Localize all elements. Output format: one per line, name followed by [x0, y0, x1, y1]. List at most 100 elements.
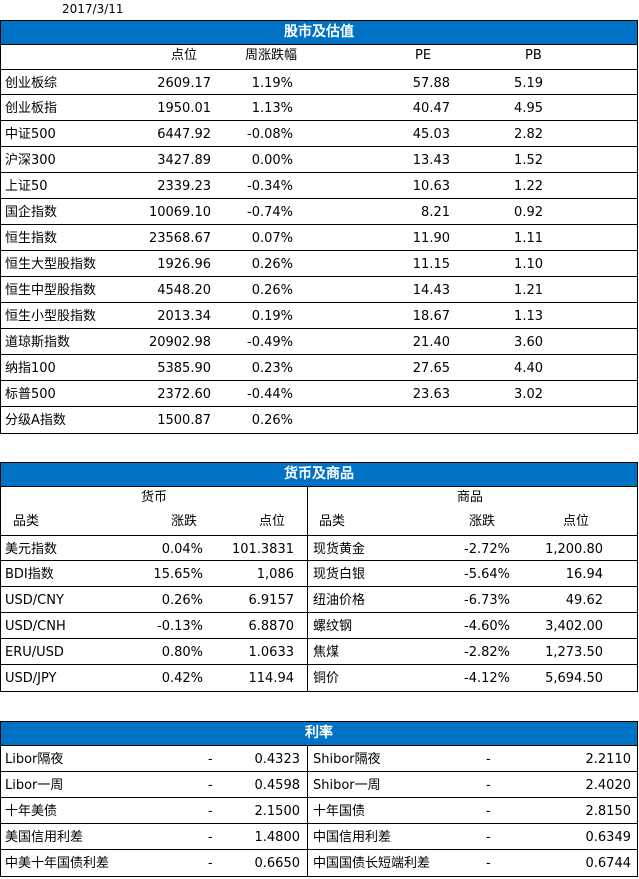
- index-pb: 5.19: [514, 76, 543, 91]
- commodity-name: 螺纹钢: [313, 619, 353, 634]
- col-pe: PE: [415, 48, 432, 63]
- stock-panel-title: 股市及估值: [1, 21, 637, 45]
- currency-change: 0.04%: [161, 542, 203, 557]
- stock-valuation-panel: 股市及估值 点位 周涨跌幅 PE PB 创业板综 2609.17 1.19% 57.8…: [0, 20, 638, 434]
- rate-dash: -: [486, 804, 491, 819]
- index-name: 上证50: [5, 179, 48, 194]
- index-pe: 18.67: [412, 309, 450, 324]
- currency-title: 货币: [141, 490, 168, 505]
- stock-row: 创业板综 2609.17 1.19% 57.88 5.19: [1, 69, 637, 95]
- index-name: 纳指100: [5, 361, 56, 376]
- index-point: 1926.96: [157, 257, 211, 272]
- index-name: 中证500: [5, 127, 56, 142]
- index-weekly-change: 1.13%: [251, 101, 293, 116]
- index-point: 23568.67: [148, 231, 211, 246]
- index-weekly-change: 0.00%: [251, 153, 293, 168]
- col-commodity-category: 品类: [319, 514, 346, 529]
- rate-name: 十年美债: [5, 804, 58, 819]
- index-name: 恒生小型股指数: [5, 309, 97, 324]
- index-pb: 2.82: [514, 127, 543, 142]
- stock-row: 分级A指数 1500.87 0.26%: [1, 407, 637, 433]
- fx-row: 美元指数 0.04% 101.3831 现货黄金 -2.72% 1,200.80: [1, 535, 637, 561]
- index-weekly-change: -0.08%: [247, 127, 293, 142]
- index-point: 20902.98: [148, 335, 211, 350]
- rate-name: Shibor一周: [313, 778, 381, 793]
- rate-name: Libor一周: [5, 778, 64, 793]
- col-weekly: 周涨跌幅: [245, 48, 298, 63]
- fx-row: USD/CNY 0.26% 6.9157 纽油价格 -6.73% 49.62: [1, 587, 637, 613]
- col-pb: PB: [525, 48, 542, 63]
- fx-row: BDI指数 15.65% 1,086 现货白银 -5.64% 16.94: [1, 561, 637, 587]
- col-point: 点位: [171, 48, 198, 63]
- rate-rows: Libor隔夜 - 0.4323 Shibor隔夜 - 2.2110 Libor一周 - 0.4…: [1, 746, 637, 876]
- currency-name: 美元指数: [5, 542, 58, 557]
- rate-name: 十年国债: [313, 804, 366, 819]
- currency-name: USD/JPY: [5, 671, 57, 686]
- index-pe: 10.63: [412, 179, 450, 194]
- fx-group-headers: 货币 商品: [1, 487, 637, 511]
- index-weekly-change: 1.19%: [251, 76, 293, 91]
- commodity-point: 1,273.50: [545, 645, 603, 660]
- index-pb: 3.02: [514, 387, 543, 402]
- index-point: 2372.60: [157, 387, 211, 402]
- index-point: 1500.87: [157, 413, 211, 428]
- rate-name: 中美十年国债利差: [5, 856, 110, 871]
- currency-point: 1,086: [256, 567, 294, 582]
- index-name: 恒生大型股指数: [5, 257, 97, 272]
- index-name: 创业板指: [5, 101, 58, 116]
- rate-value: 2.8150: [585, 804, 632, 819]
- index-pe: 23.63: [412, 387, 450, 402]
- rate-name: Shibor隔夜: [313, 752, 381, 767]
- rate-name: 中国信用利差: [313, 830, 392, 845]
- index-weekly-change: -0.44%: [247, 387, 293, 402]
- rate-row: Libor一周 - 0.4598 Shibor一周 - 2.4020: [1, 772, 637, 798]
- rate-dash: -: [486, 856, 491, 871]
- index-pe: 14.43: [412, 283, 450, 298]
- commodity-point: 5,694.50: [545, 671, 603, 686]
- fx-row: USD/JPY 0.42% 114.94 铜价 -4.12% 5,694.50: [1, 665, 637, 691]
- rates-panel: 利率 Libor隔夜 - 0.4323 Shibor隔夜 - 2.2110 Libor一周 -…: [0, 721, 638, 877]
- commodity-change: -2.82%: [464, 645, 510, 660]
- fx-rows: 美元指数 0.04% 101.3831 现货黄金 -2.72% 1,200.80 BDI指数…: [1, 535, 637, 691]
- currency-change: 0.42%: [161, 671, 203, 686]
- index-weekly-change: -0.74%: [247, 205, 293, 220]
- index-weekly-change: 0.26%: [251, 413, 293, 428]
- index-point: 5385.90: [157, 361, 211, 376]
- index-pe: 11.15: [412, 257, 450, 272]
- index-name: 标普500: [5, 387, 56, 402]
- rate-value: 2.1500: [254, 804, 301, 819]
- currency-name: USD/CNY: [5, 593, 64, 608]
- stock-row: 创业板指 1950.01 1.13% 40.47 4.95: [1, 95, 637, 121]
- index-point: 1950.01: [157, 101, 211, 116]
- rate-name: 中国国债长短端利差: [313, 856, 431, 871]
- rate-dash: -: [208, 752, 213, 767]
- fx-divider: [307, 487, 308, 691]
- index-weekly-change: 0.19%: [251, 309, 293, 324]
- index-weekly-change: -0.34%: [247, 179, 293, 194]
- rate-name: 美国信用利差: [5, 830, 84, 845]
- rate-dash: -: [208, 778, 213, 793]
- index-point: 3427.89: [157, 153, 211, 168]
- commodity-change: -5.64%: [464, 567, 510, 582]
- currency-point: 6.9157: [248, 593, 295, 608]
- index-weekly-change: 0.26%: [251, 257, 293, 272]
- rate-row: 十年美债 - 2.1500 十年国债 - 2.8150: [1, 798, 637, 824]
- rate-value: 1.4800: [254, 830, 301, 845]
- rate-value: 0.4598: [254, 778, 301, 793]
- fx-panel-title: 货币及商品: [1, 463, 637, 487]
- rate-dash: -: [208, 856, 213, 871]
- commodity-name: 纽油价格: [313, 593, 366, 608]
- rate-dash: -: [208, 830, 213, 845]
- rates-panel-title: 利率: [1, 722, 637, 746]
- rate-row: 中美十年国债利差 - 0.6650 中国国债长短端利差 - 0.6744: [1, 850, 637, 876]
- index-pb: 1.52: [514, 153, 543, 168]
- rate-name: Libor隔夜: [5, 752, 64, 767]
- commodity-point: 49.62: [565, 593, 603, 608]
- stock-row: 道琼斯指数 20902.98 -0.49% 21.40 3.60: [1, 329, 637, 355]
- fx-row: ERU/USD 0.80% 1.0633 焦煤 -2.82% 1,273.50: [1, 639, 637, 665]
- currency-point: 114.94: [248, 671, 295, 686]
- rate-value: 0.6650: [254, 856, 301, 871]
- index-name: 道琼斯指数: [5, 335, 71, 350]
- index-pe: 21.40: [412, 335, 450, 350]
- rate-row: Libor隔夜 - 0.4323 Shibor隔夜 - 2.2110: [1, 746, 637, 772]
